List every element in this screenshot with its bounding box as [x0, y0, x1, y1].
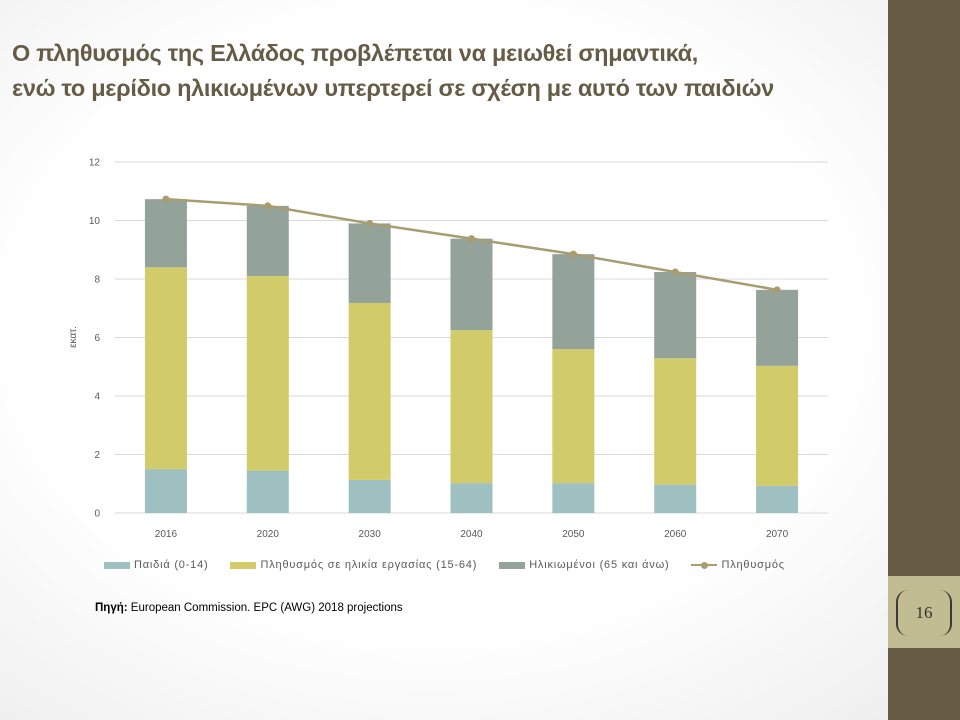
y-tick-label: 4	[94, 392, 100, 403]
bar-children-2050	[552, 483, 595, 513]
x-tick-label: 2030	[359, 529, 382, 540]
population-point-2030	[366, 219, 374, 227]
page-number-bracket	[896, 590, 952, 636]
bar-elderly-2070	[756, 289, 799, 366]
bar-working-age-2030	[348, 302, 391, 480]
bar-children-2020	[246, 470, 289, 513]
y-tick-label: 0	[94, 509, 100, 520]
source-label: Πηγή:	[95, 602, 128, 614]
slide-title-line-2: ενώ το μερίδιο ηλικιωμένων υπερτερεί σε …	[12, 75, 774, 101]
bar-elderly-2040	[450, 238, 493, 331]
slide-title-line-1: Ο πληθυσμός της Ελλάδος προβλέπεται να μ…	[12, 40, 699, 66]
page-number: 16	[915, 603, 933, 622]
legend-line-marker-population	[691, 561, 718, 569]
x-tick-label: 2020	[257, 529, 280, 540]
legend-label-children: Παιδιά (0-14)	[134, 559, 209, 571]
x-tick-label: 2050	[562, 529, 585, 540]
legend-swatch-elderly	[499, 561, 526, 569]
bar-children-2016	[144, 469, 187, 513]
x-tick-label: 2070	[766, 529, 789, 540]
x-tick-label: 2060	[664, 529, 687, 540]
bar-children-2040	[450, 483, 493, 513]
legend-swatch-children	[104, 561, 130, 569]
bar-children-2060	[654, 484, 697, 513]
population-point-2050	[569, 250, 577, 258]
y-tick-label: 10	[89, 216, 101, 227]
slide-title: Ο πληθυσμός της Ελλάδος προβλέπεται να μ…	[12, 36, 886, 106]
bar-working-age-2020	[246, 276, 289, 471]
x-tick-label: 2040	[460, 529, 483, 540]
x-tick-label: 2016	[155, 529, 178, 540]
bar-working-age-2050	[552, 349, 595, 484]
y-axis-label: εκατ.	[68, 326, 79, 348]
population-point-2040	[468, 235, 475, 243]
population-point-2016	[162, 195, 170, 203]
legend-swatch-working-age	[230, 561, 257, 569]
legend-label-population: Πληθυσμός	[721, 559, 785, 571]
population-point-2070	[773, 286, 781, 294]
legend-label-elderly: Ηλικιωμένοι (65 και άνω)	[529, 559, 670, 571]
page-number-box	[888, 576, 960, 648]
legend-label-working-age: Πληθυσμός σε ηλικία εργασίας (15-64)	[260, 559, 478, 571]
bar-working-age-2016	[144, 267, 187, 470]
bar-children-2070	[756, 485, 799, 513]
y-tick-label: 12	[89, 158, 101, 169]
bar-working-age-2070	[756, 365, 799, 486]
y-tick-label: 2	[94, 450, 100, 461]
bar-elderly-2020	[246, 205, 289, 277]
population-point-2020	[264, 202, 272, 210]
bar-working-age-2060	[654, 358, 697, 485]
source-text: European Commission. EPC (AWG) 2018 proj…	[130, 602, 403, 614]
chart-legend: Παιδιά (0-14) Πληθυσμός σε ηλικία εργασί…	[104, 559, 807, 571]
chart-bars	[144, 199, 799, 513]
bar-elderly-2050	[552, 254, 595, 350]
x-axis-ticks: 2016 2020 2030 2040 2050 2060 2070	[155, 529, 789, 540]
bar-elderly-2060	[654, 271, 697, 359]
source-note: Πηγή: European Commission. EPC (AWG) 201…	[95, 602, 403, 614]
bar-children-2030	[348, 479, 391, 513]
y-axis-ticks: 0 2 4 6 8 10 12	[89, 158, 101, 520]
population-line-series	[162, 195, 781, 294]
y-tick-label: 6	[94, 333, 100, 344]
population-point-2060	[671, 268, 679, 276]
legend-item-working-age: Πληθυσμός σε ηλικία εργασίας (15-64)	[230, 559, 477, 571]
legend-item-children: Παιδιά (0-14)	[104, 559, 208, 571]
y-tick-label: 8	[94, 275, 100, 286]
legend-item-elderly: Ηλικιωμένοι (65 και άνω)	[499, 559, 669, 571]
bar-elderly-2016	[144, 199, 187, 268]
bar-elderly-2030	[348, 223, 391, 303]
legend-item-population: Πληθυσμός	[691, 559, 784, 571]
bar-working-age-2040	[450, 330, 493, 484]
